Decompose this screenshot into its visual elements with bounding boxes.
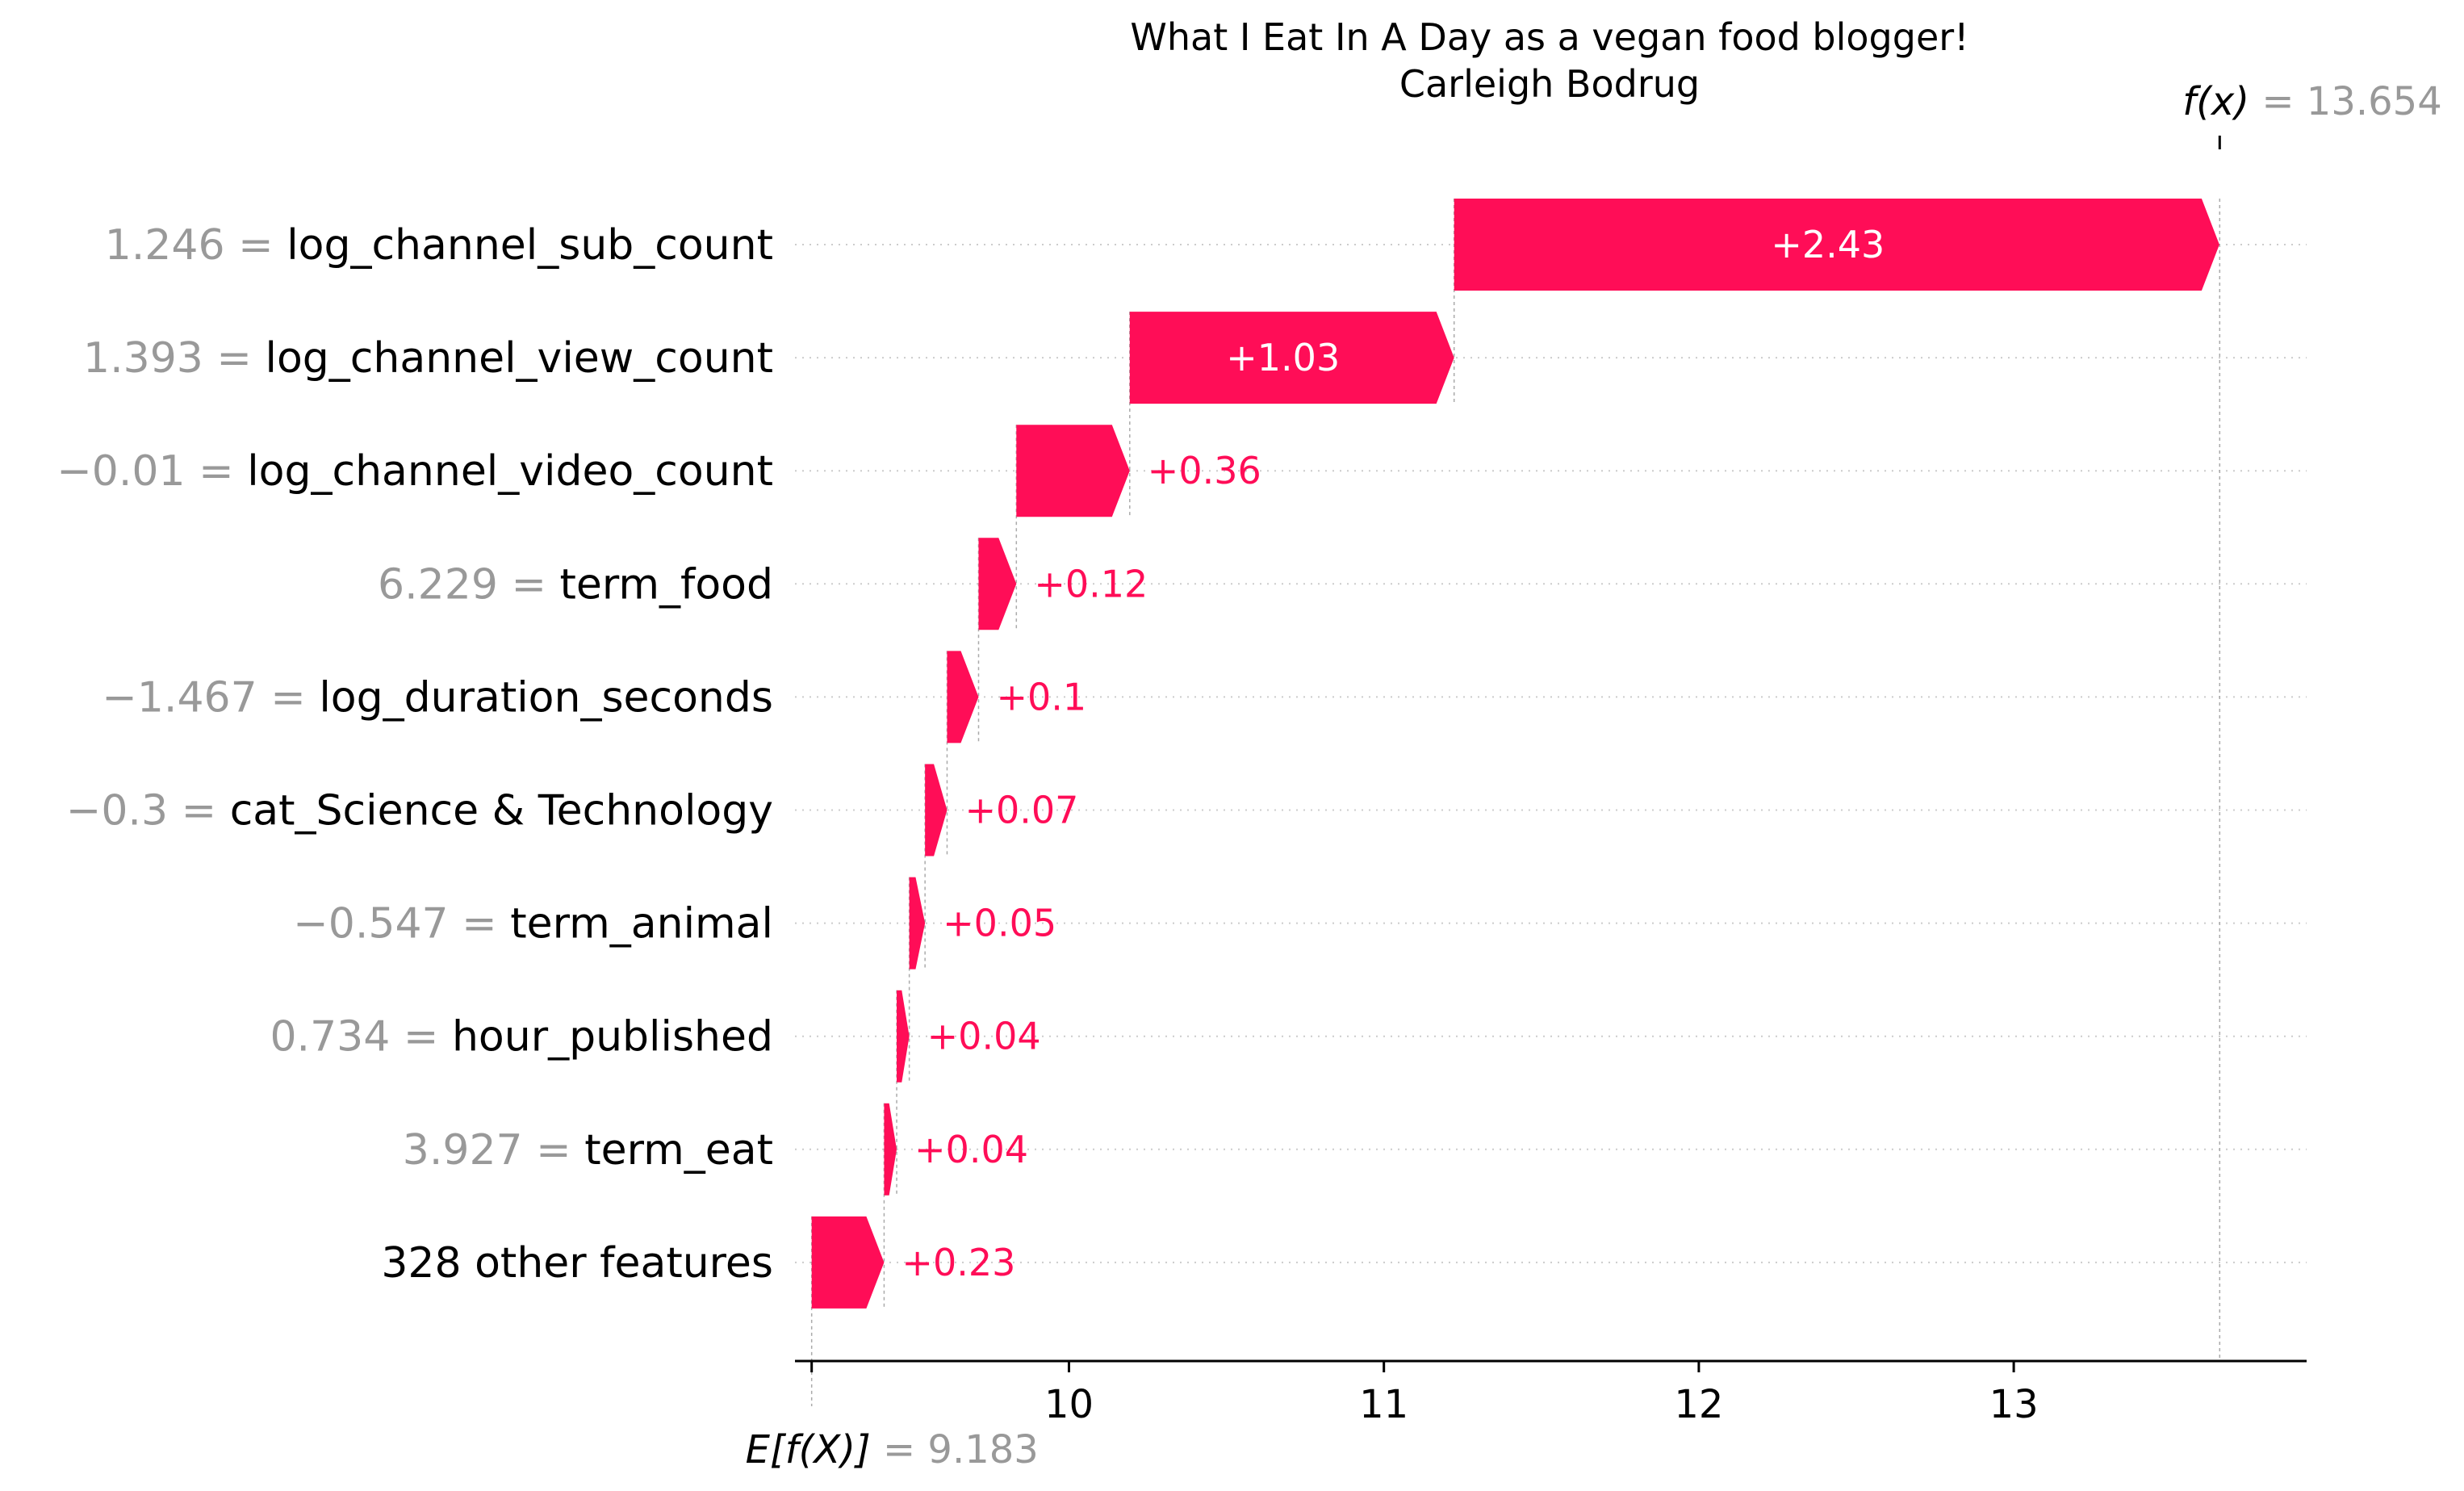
output-label: f(x) bbox=[2182, 79, 2261, 124]
output-value: = 13.654 bbox=[2261, 79, 2441, 124]
bar-6 bbox=[925, 764, 948, 856]
bar-3 bbox=[1016, 425, 1130, 517]
bar-4 bbox=[978, 538, 1017, 630]
bar-2 bbox=[1129, 312, 1454, 404]
bar-value-label: +0.05 bbox=[943, 902, 1056, 945]
feature-labels: 1.246 = log_channel_sub_count 1.393 = log… bbox=[56, 221, 773, 1288]
x-tick-label: 11 bbox=[1359, 1382, 1408, 1427]
feature-label: 3.927 = term_eat bbox=[403, 1126, 773, 1175]
feature-name: term_food bbox=[560, 560, 773, 609]
feature-label: 1.246 = log_channel_sub_count bbox=[105, 221, 773, 270]
bar-value-label: +0.36 bbox=[1148, 449, 1261, 492]
output-value-annotation: f(x) = 13.654 bbox=[2182, 79, 2441, 124]
bar-value-label: +0.04 bbox=[914, 1128, 1028, 1171]
feature-label: 6.229 = term_food bbox=[378, 560, 773, 609]
feature-value: −0.547 = bbox=[293, 900, 510, 949]
feature-name: log_channel_view_count bbox=[266, 334, 773, 383]
feature-value: 0.734 = bbox=[270, 1013, 452, 1062]
feature-value: 1.393 = bbox=[83, 334, 266, 383]
feature-label: 0.734 = hour_published bbox=[270, 1013, 773, 1062]
feature-label: −0.3 = cat_Science & Technology bbox=[66, 787, 773, 836]
feature-value: 1.246 = bbox=[105, 221, 287, 270]
feature-name: log_channel_sub_count bbox=[287, 221, 773, 270]
feature-label: −0.547 = term_animal bbox=[293, 900, 773, 949]
bar-value-label: +0.23 bbox=[902, 1241, 1015, 1284]
base-label: E[f(X)] bbox=[746, 1427, 883, 1472]
feature-value: 6.229 = bbox=[378, 560, 560, 609]
feature-label: −1.467 = log_duration_seconds bbox=[102, 673, 773, 722]
x-axis: 10 11 12 13 bbox=[795, 1359, 2307, 1427]
base-value-annotation: E[f(X)] = 9.183 bbox=[746, 1427, 1039, 1472]
bar-9 bbox=[884, 1103, 897, 1196]
chart-subtitle: Carleigh Bodrug bbox=[1399, 62, 1700, 106]
x-tick-label: 12 bbox=[1674, 1382, 1723, 1427]
x-tick-label: 10 bbox=[1044, 1382, 1094, 1427]
bar-value-label: +0.12 bbox=[1034, 562, 1148, 605]
feature-value: −1.467 = bbox=[102, 673, 319, 722]
value-annotations: f(x) = 13.654 E[f(X)] = 9.183 bbox=[746, 79, 2442, 1472]
feature-name: hour_published bbox=[452, 1013, 773, 1062]
chart-title: What I Eat In A Day as a vegan food blog… bbox=[1130, 15, 1968, 59]
feature-name: cat_Science & Technology bbox=[230, 787, 773, 836]
bar-5 bbox=[947, 651, 979, 743]
feature-value: −0.01 = bbox=[56, 447, 247, 496]
feature-name: 328 other features bbox=[381, 1239, 773, 1288]
bar-1 bbox=[1454, 199, 2219, 291]
bar-value-label: +0.07 bbox=[964, 789, 1078, 832]
feature-label: −0.01 = log_channel_video_count bbox=[56, 447, 773, 496]
feature-label: 328 other features bbox=[381, 1239, 773, 1288]
bar-value-label: +0.1 bbox=[996, 675, 1086, 718]
feature-name: log_channel_video_count bbox=[247, 447, 773, 496]
feature-name: term_eat bbox=[584, 1126, 773, 1175]
bar-value-label: +1.03 bbox=[1226, 336, 1340, 379]
feature-name: log_duration_seconds bbox=[319, 673, 773, 722]
bar-value-label: +0.04 bbox=[927, 1015, 1041, 1058]
feature-value: −0.3 = bbox=[66, 787, 230, 836]
x-tick-label: 13 bbox=[1989, 1382, 2039, 1427]
bar-7 bbox=[909, 877, 926, 970]
bar-10 bbox=[811, 1216, 885, 1309]
feature-value: 3.927 = bbox=[403, 1126, 585, 1175]
feature-label: 1.393 = log_channel_view_count bbox=[83, 334, 773, 383]
gridlines bbox=[795, 244, 2307, 1263]
bar-8 bbox=[897, 990, 910, 1083]
feature-name: term_animal bbox=[510, 900, 773, 949]
base-value: = 9.183 bbox=[883, 1427, 1039, 1472]
bars: +2.43 +1.03 +0.36 +0.12 +0.1 +0.07 +0.05 +0.04 +… bbox=[811, 199, 2219, 1309]
bar-value-label: +2.43 bbox=[1771, 223, 1885, 266]
